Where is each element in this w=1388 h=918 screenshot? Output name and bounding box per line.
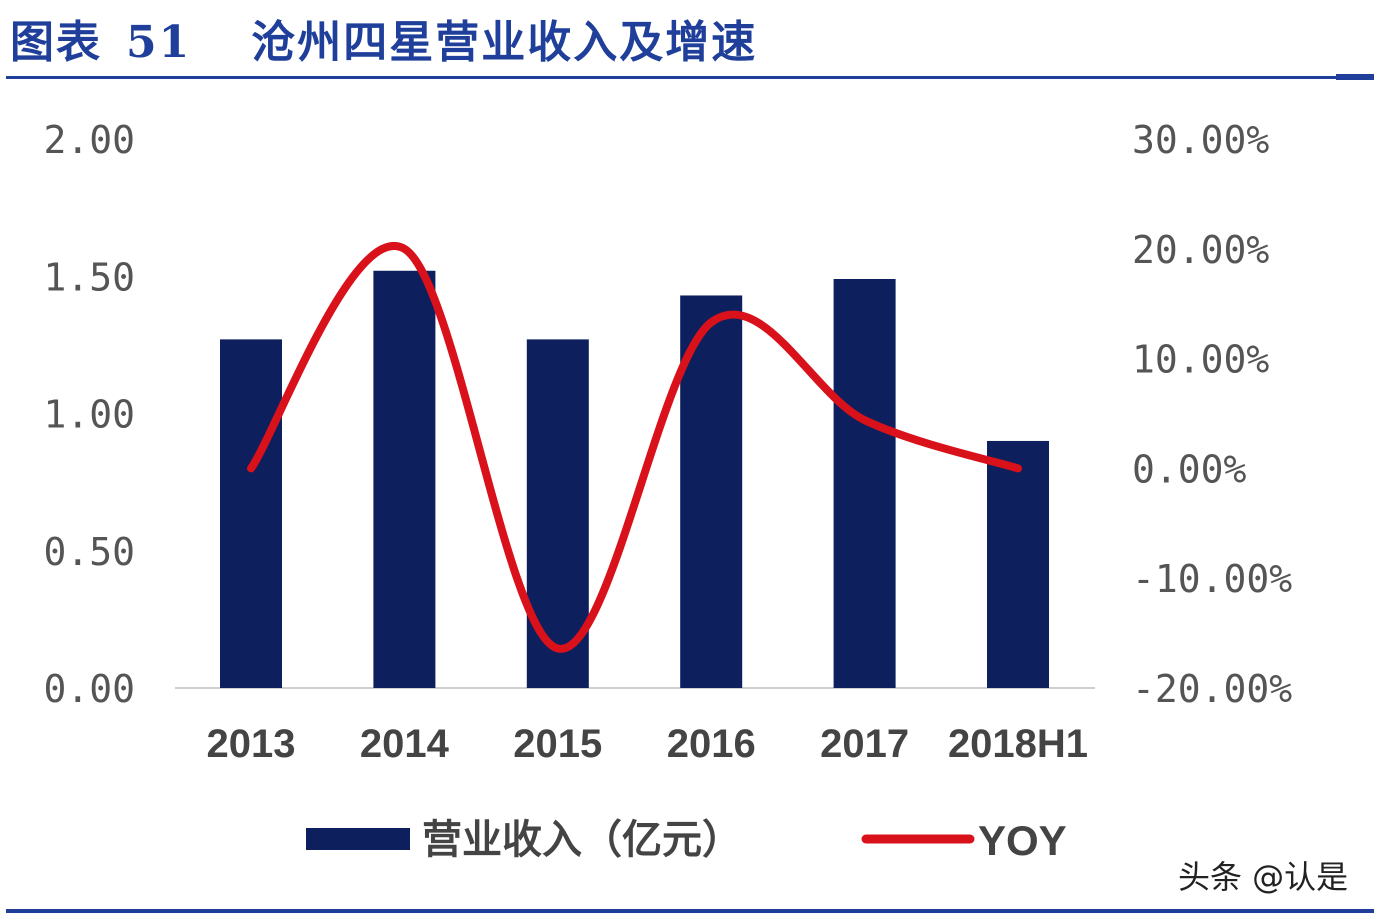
left-tick-label: 0.00 xyxy=(43,667,135,711)
left-tick-label: 1.00 xyxy=(43,393,135,437)
bar-2013 xyxy=(220,339,282,688)
right-tick-label: 0.00% xyxy=(1132,447,1247,491)
watermark: 头条 @认是 xyxy=(1178,858,1349,896)
x-tick-label: 2017 xyxy=(820,722,909,766)
bar-2016 xyxy=(680,295,743,688)
bottom-rule xyxy=(6,909,1374,913)
right-tick-label: -10.00% xyxy=(1132,557,1292,601)
left-tick-label: 1.50 xyxy=(43,255,135,299)
left-tick-label: 2.00 xyxy=(43,118,135,162)
x-tick-label: 2015 xyxy=(513,722,602,766)
bar-2018H1 xyxy=(987,440,1049,688)
x-tick-label: 2013 xyxy=(207,722,296,766)
right-tick-label: 20.00% xyxy=(1132,228,1269,272)
yoy-line xyxy=(247,242,1022,653)
right-tick-label: 10.00% xyxy=(1132,338,1269,382)
right-tick-label: -20.00% xyxy=(1132,667,1292,711)
legend-bar-swatch xyxy=(306,828,410,850)
right-tick-label: 30.00% xyxy=(1132,118,1269,162)
top-rule xyxy=(6,76,1374,79)
legend-bar-label: 营业收入（亿元） xyxy=(422,816,742,863)
x-tick-label: 2014 xyxy=(360,722,450,766)
title-number: 51 xyxy=(126,17,192,68)
left-tick-label: 0.50 xyxy=(43,530,135,574)
x-tick-label: 2018H1 xyxy=(948,722,1088,766)
chart-title: 图表 51 沧州四星营业收入及增速 xyxy=(10,6,757,70)
legend-line-label: YOY xyxy=(978,817,1067,864)
title-text: 沧州四星营业收入及增速 xyxy=(251,17,758,68)
top-rule-end xyxy=(1336,74,1374,80)
bar-2017 xyxy=(833,278,896,688)
x-tick-label: 2016 xyxy=(667,722,756,766)
bar-2014 xyxy=(373,270,436,688)
title-label: 图表 xyxy=(10,17,102,68)
